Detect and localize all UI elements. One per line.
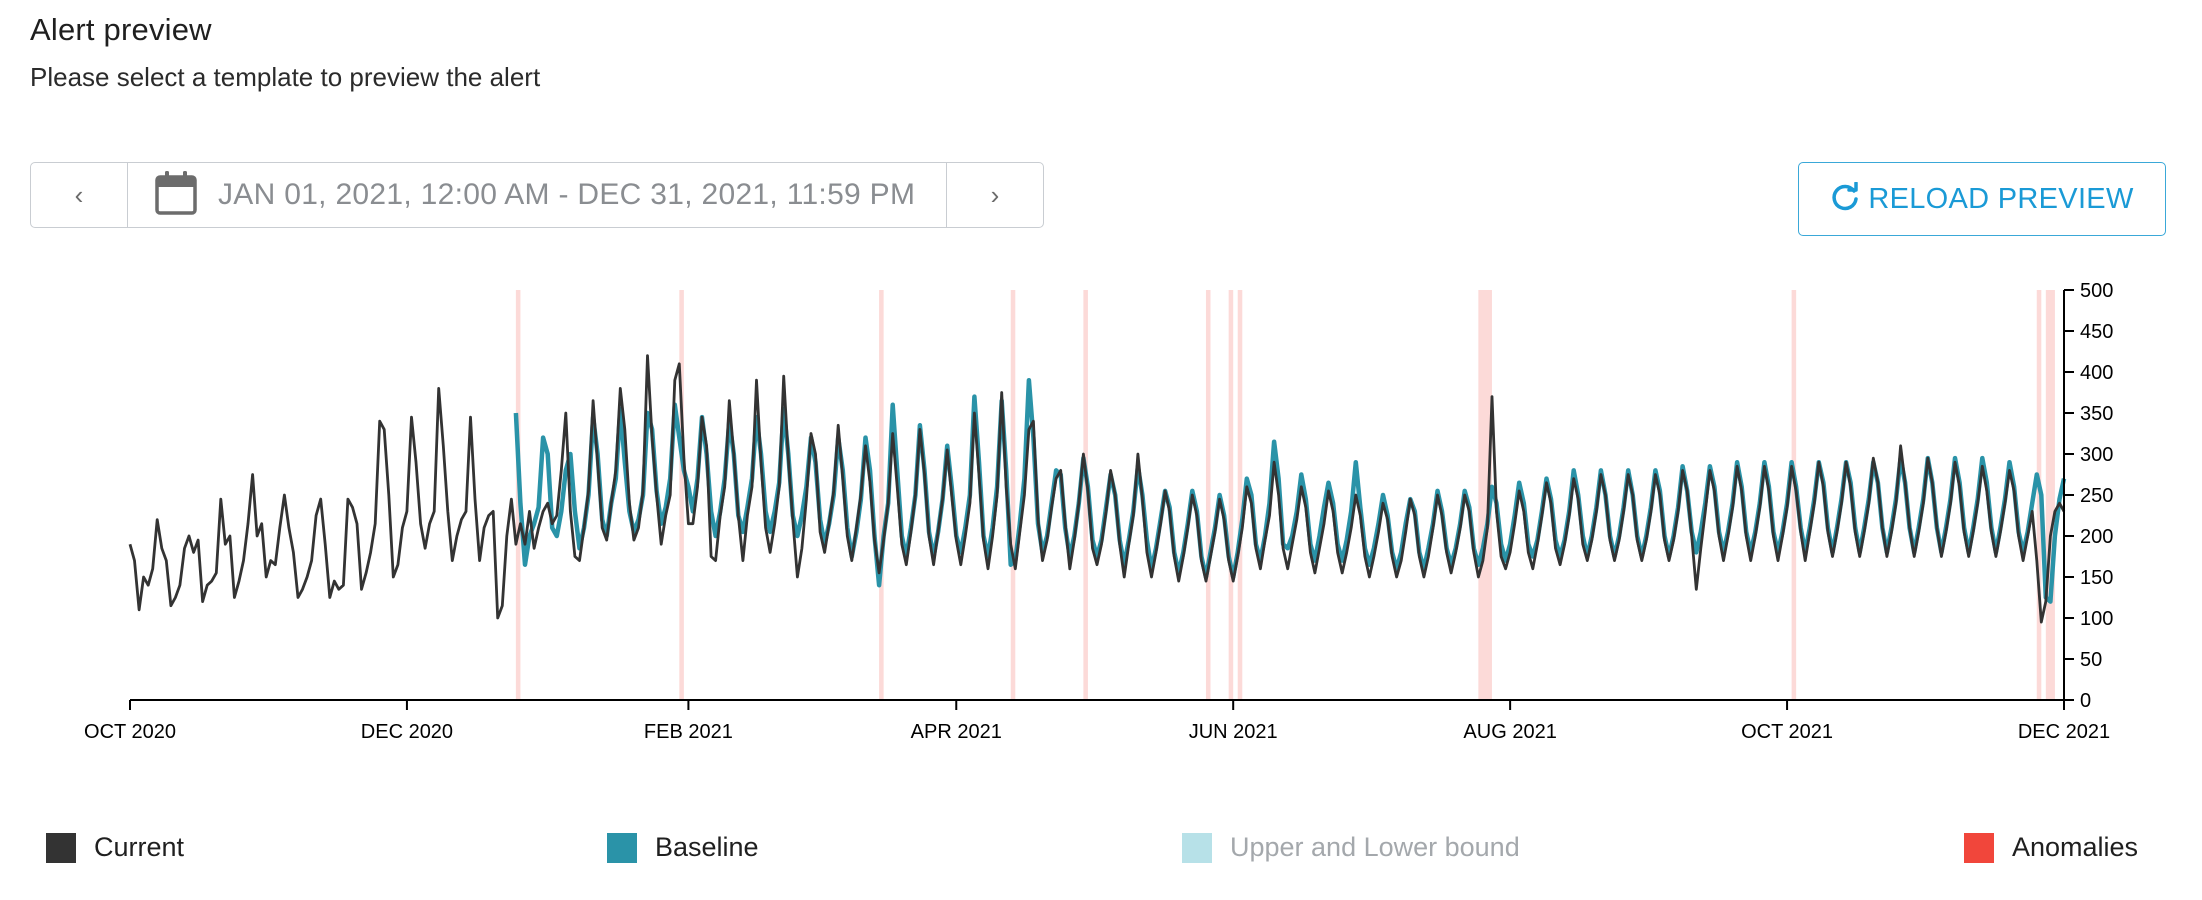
legend-item-anomalies[interactable]: Anomalies: [1964, 832, 2138, 863]
y-tick-label: 450: [2080, 321, 2113, 343]
x-tick-label: AUG 2021: [1463, 721, 1556, 743]
legend-item-current[interactable]: Current: [46, 832, 184, 863]
legend-swatch: [1964, 832, 1994, 863]
chevron-left-icon: ‹: [74, 179, 84, 210]
reload-preview-label: RELOAD PREVIEW: [1868, 182, 2134, 215]
legend-swatch: [1182, 832, 1212, 863]
date-range-text: JAN 01, 2021, 12:00 AM - DEC 31, 2021, 1…: [218, 178, 916, 211]
legend-swatch: [607, 832, 637, 863]
previous-range-button[interactable]: ‹: [31, 163, 128, 227]
legend-item-upper-and-lower-bound[interactable]: Upper and Lower bound: [1182, 832, 1520, 863]
y-tick-label: 200: [2080, 526, 2113, 548]
anomaly-band: [879, 290, 884, 700]
y-tick-label: 400: [2080, 362, 2113, 384]
anomaly-band: [2045, 290, 2055, 700]
anomaly-band: [1228, 290, 1234, 700]
y-tick-label: 100: [2080, 608, 2113, 630]
y-tick-label: 500: [2080, 280, 2113, 302]
legend-item-baseline[interactable]: Baseline: [607, 832, 759, 863]
y-tick-label: 250: [2080, 485, 2113, 507]
anomaly-band: [1478, 290, 1492, 700]
calendar-icon: [154, 170, 198, 221]
x-tick-label: DEC 2020: [361, 721, 453, 743]
x-tick-label: OCT 2021: [1741, 721, 1833, 743]
x-tick-label: OCT 2020: [84, 721, 176, 743]
date-range-display[interactable]: JAN 01, 2021, 12:00 AM - DEC 31, 2021, 1…: [128, 163, 946, 227]
page-title: Alert preview: [30, 12, 212, 47]
next-range-button[interactable]: ›: [946, 163, 1043, 227]
x-tick-label: FEB 2021: [644, 721, 733, 743]
y-tick-label: 0: [2080, 690, 2091, 712]
legend-label: Baseline: [655, 832, 759, 862]
alert-preview-chart: OCT 2020 DEC 2020 FEB 2021 APR 2021 JUN 2021…: [84, 280, 2113, 743]
anomaly-band: [1083, 290, 1088, 700]
legend-label: Anomalies: [2012, 832, 2139, 862]
x-tick-label: APR 2021: [911, 721, 1002, 743]
legend-label: Upper and Lower bound: [1230, 832, 1520, 862]
x-tick-label: JUN 2021: [1189, 721, 1278, 743]
legend-swatch: [46, 832, 76, 863]
reload-preview-button[interactable]: RELOAD PREVIEW: [1798, 162, 2166, 236]
anomaly-band: [1205, 290, 1211, 700]
x-tick-label: DEC 2021: [2018, 721, 2110, 743]
anomaly-band: [1791, 290, 1797, 700]
anomaly-band: [679, 290, 684, 700]
refresh-icon: [1830, 180, 1860, 217]
y-tick-label: 350: [2080, 403, 2113, 425]
anomaly-band: [1010, 290, 1016, 700]
date-range-picker[interactable]: ‹ JAN 01, 2021, 12:00 AM - DEC 31, 2021,…: [30, 162, 1044, 228]
y-tick-label: 50: [2080, 649, 2102, 671]
y-tick-label: 150: [2080, 567, 2113, 589]
baseline-series-line: [513, 377, 2067, 604]
current-series-line: [128, 354, 2066, 624]
anomaly-band: [1237, 290, 1243, 700]
legend-label: Current: [94, 832, 185, 862]
y-tick-label: 300: [2080, 444, 2113, 466]
page-subtitle: Please select a template to preview the …: [30, 62, 541, 92]
chevron-right-icon: ›: [990, 179, 1000, 210]
